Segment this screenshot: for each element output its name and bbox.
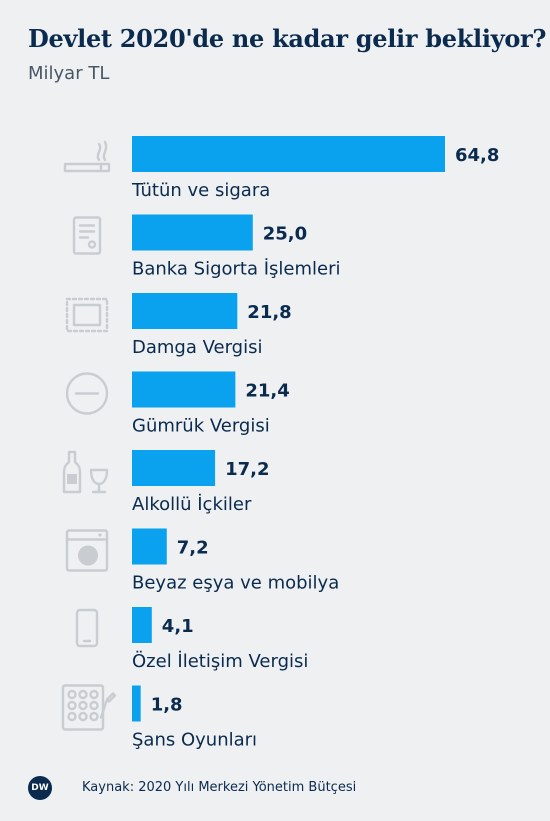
document-icon: [72, 216, 102, 255]
category-label: Şans Oyunları: [132, 730, 257, 751]
data-label: 1,8: [151, 695, 183, 716]
data-label: 4,1: [162, 616, 194, 637]
bar: [132, 136, 445, 172]
data-label: 7,2: [177, 538, 209, 559]
bar-row: 17,2 Alkollü İçkiler: [62, 450, 270, 515]
data-label: 21,8: [247, 302, 291, 323]
source-note: Kaynak: 2020 Yılı Merkezi Yönetim Bütçes…: [82, 780, 357, 795]
bar-row: 25,0 Banka Sigorta İşlemleri: [72, 214, 341, 280]
washing-machine-icon: [65, 529, 109, 572]
data-label: 25,0: [263, 224, 307, 245]
bar: [132, 528, 167, 565]
bar: [132, 607, 152, 643]
bottle-and-glass-icon: [62, 450, 109, 494]
bar-row: 1,8 Şans Oyunları: [61, 684, 257, 751]
footer: DW Kaynak: 2020 Yılı Merkezi Yönetim Büt…: [28, 776, 528, 802]
chart-subtitle: Milyar TL: [28, 63, 110, 84]
lottery-ticket-icon: [61, 684, 117, 731]
data-label: 21,4: [245, 381, 289, 402]
bar: [132, 293, 238, 329]
data-label: 64,8: [455, 145, 499, 166]
category-label: Alkollü İçkiler: [132, 494, 252, 515]
category-label: Tütün ve sigara: [131, 180, 270, 201]
category-label: Özel İletişim Vergisi: [132, 650, 308, 672]
bar-chart: 64,8 Tütün ve sigara 25,0 Banka Sigorta İşl…: [61, 136, 499, 751]
category-label: Damga Vergisi: [132, 337, 262, 358]
bar: [132, 371, 236, 408]
category-label: Gümrük Vergisi: [132, 416, 270, 437]
dw-logo: DW: [28, 776, 52, 800]
category-label: Beyaz eşya ve mobilya: [132, 573, 339, 594]
bar: [132, 214, 253, 251]
bar-row: 64,8 Tütün ve sigara: [63, 136, 499, 201]
stamp-icon: [65, 297, 109, 333]
data-label: 17,2: [225, 459, 269, 480]
bar-row: 21,4 Gümrük Vergisi: [65, 371, 290, 437]
bar-row: 7,2 Beyaz eşya ve mobilya: [65, 528, 339, 594]
bar-row: 4,1 Özel İletişim Vergisi: [75, 607, 308, 672]
no-entry-icon: [65, 372, 109, 415]
bar: [132, 685, 141, 722]
chart-title: Devlet 2020'de ne kadar gelir bekliyor?: [28, 24, 547, 53]
bar: [132, 450, 216, 486]
cigarette-icon: [63, 140, 111, 173]
category-label: Banka Sigorta İşlemleri: [132, 259, 341, 280]
bar-row: 21,8 Damga Vergisi: [65, 293, 292, 358]
mobile-phone-icon: [75, 608, 99, 648]
